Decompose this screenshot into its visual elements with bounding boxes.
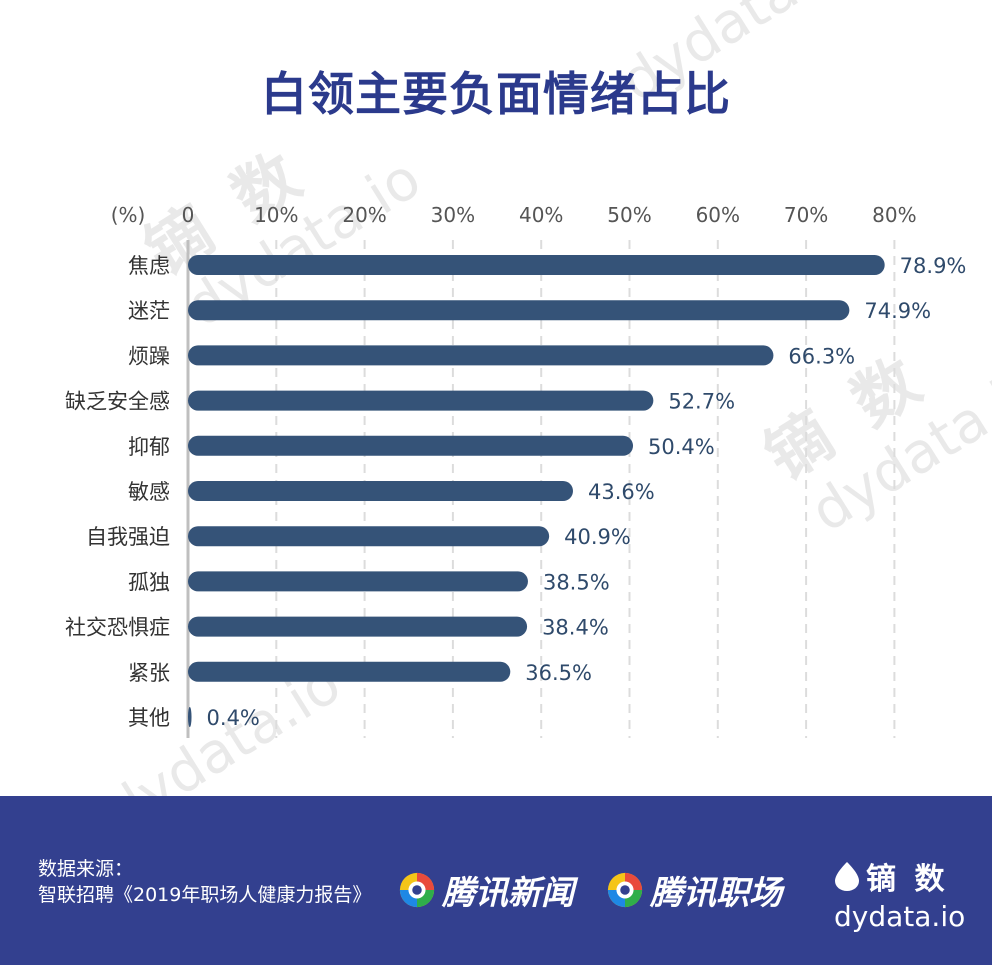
bar: [188, 345, 774, 366]
source-label: 数据来源：: [38, 858, 134, 880]
x-tick-label: 40%: [519, 203, 563, 227]
x-tick-label: 70%: [784, 203, 828, 227]
value-label: 38.4%: [542, 616, 609, 640]
category-label: 自我强迫: [86, 525, 170, 549]
x-tick-label: 60%: [696, 203, 740, 227]
dydata-cn-label: 镝 数: [866, 862, 949, 897]
x-tick-label: 20%: [342, 203, 386, 227]
brand-tencent-news-label: 腾讯新闻: [442, 873, 574, 912]
category-label: 缺乏安全感: [65, 390, 170, 414]
value-label: 52.7%: [668, 390, 735, 414]
value-label: 50.4%: [648, 435, 715, 459]
bar: [188, 255, 885, 275]
category-label: 其他: [128, 706, 170, 730]
x-tick-label: 50%: [607, 203, 651, 227]
x-tick-label: 30%: [431, 203, 475, 227]
category-label: 焦虑: [128, 254, 170, 278]
value-label: 66.3%: [788, 344, 855, 368]
value-label: 38.5%: [543, 570, 610, 594]
tencent-news-logo-icon: [399, 872, 435, 908]
source-text: 智联招聘《2019年职场人健康力报告》: [38, 884, 372, 906]
chart-title: 白领主要负面情绪占比: [261, 67, 731, 121]
x-tick-label: 80%: [872, 203, 916, 227]
tencent-career-logo-icon: [607, 872, 643, 908]
category-label: 孤独: [128, 570, 170, 594]
value-label: 0.4%: [207, 706, 260, 730]
value-label: 74.9%: [864, 299, 931, 323]
value-label: 43.6%: [588, 480, 655, 504]
category-label: 社交恐惧症: [65, 616, 170, 640]
leaf-icon: [835, 862, 859, 891]
dydata-logo: 镝 数 dydata.io: [834, 854, 965, 933]
category-label: 迷茫: [128, 299, 170, 323]
bar: [188, 435, 634, 456]
bar: [188, 707, 192, 727]
value-label: 40.9%: [564, 525, 631, 549]
x-tick-label: 10%: [254, 203, 298, 227]
value-label: 36.5%: [525, 661, 592, 685]
bar-chart: (%) 0 10% 20% 30% 40% 50% 60% 70% 80% 焦虑 78.9% 迷茫 74.…: [65, 203, 967, 738]
axis-unit-label: (%): [111, 203, 146, 227]
bar: [188, 526, 550, 547]
bar: [188, 661, 511, 682]
brand-tencent-career-label: 腾讯职场: [650, 873, 782, 912]
bar: [188, 616, 528, 637]
bar: [188, 481, 573, 501]
brand-tencent-career: 腾讯职场: [606, 866, 782, 914]
category-label: 抑郁: [128, 435, 170, 459]
footer: 数据来源： 智联招聘《2019年职场人健康力报告》 腾讯新闻 腾讯职场: [0, 796, 992, 965]
bar: [188, 390, 654, 411]
bar: [188, 300, 850, 321]
value-label: 78.9%: [900, 254, 967, 278]
category-label: 烦躁: [128, 344, 170, 368]
category-label: 敏感: [128, 480, 170, 504]
bar: [188, 571, 528, 592]
category-label: 紧张: [128, 661, 170, 685]
x-tick-label: 0: [182, 203, 195, 227]
dydata-en-label: dydata.io: [834, 900, 966, 933]
brand-tencent-news: 腾讯新闻: [398, 866, 574, 914]
